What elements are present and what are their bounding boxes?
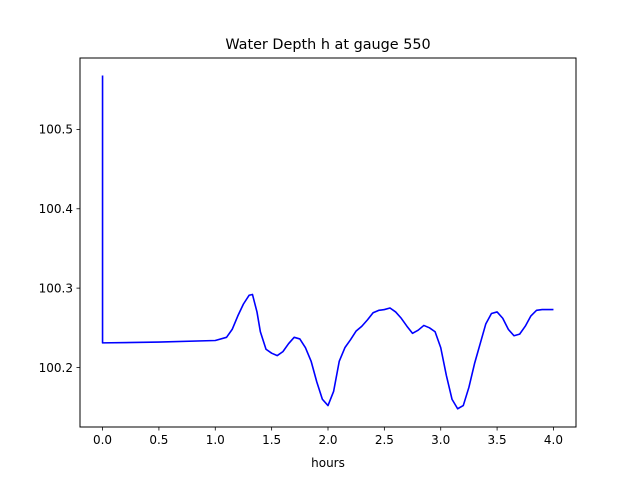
y-tick-label: 100.3	[39, 281, 73, 295]
x-tick-label: 2.0	[318, 433, 337, 447]
y-tick-label: 100.5	[39, 123, 73, 137]
y-tick-label: 100.2	[39, 361, 73, 375]
plot-area	[101, 75, 554, 410]
chart-title: Water Depth h at gauge 550	[225, 37, 430, 53]
x-axis-label: hours	[311, 456, 345, 470]
x-tick-label: 3.5	[488, 433, 507, 447]
series-line-0	[101, 75, 554, 410]
x-tick-label: 2.5	[375, 433, 394, 447]
x-tick-label: 3.0	[431, 433, 450, 447]
axis-ticks: 0.0 0.5 1.0 1.5 2.0 2.5 3.0 3.5 4.0 100.2 100.3 100…	[39, 123, 563, 447]
x-tick-label: 0.0	[93, 433, 112, 447]
x-tick-label: 4.0	[544, 433, 563, 447]
y-tick-label: 100.4	[39, 202, 73, 216]
axes-frame	[79, 57, 577, 428]
x-tick-label: 1.5	[262, 433, 281, 447]
x-tick-label: 1.0	[206, 433, 225, 447]
x-tick-label: 0.5	[149, 433, 168, 447]
